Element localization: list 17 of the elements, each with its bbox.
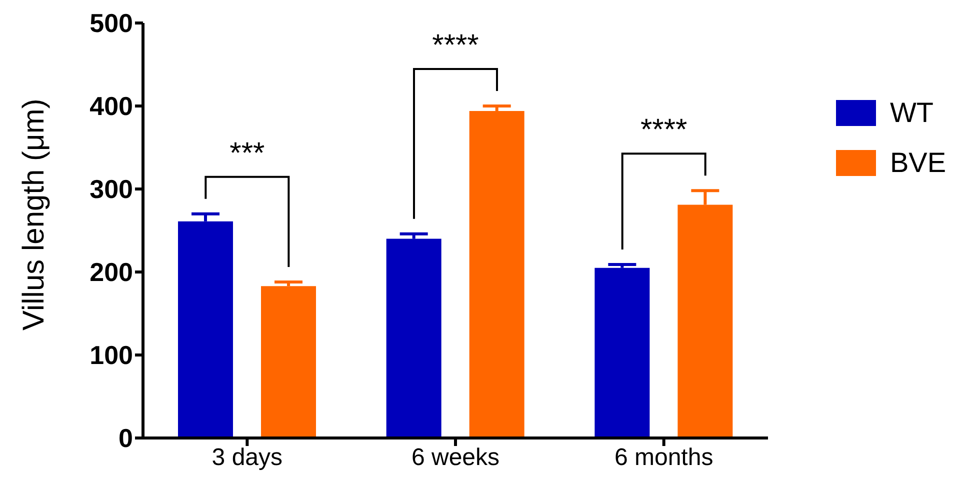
annotation: **** xyxy=(432,29,480,62)
y-tick-label: 500 xyxy=(90,8,133,38)
y-tick-label: 0 xyxy=(118,423,133,454)
x-tick-label: 6 weeks xyxy=(411,444,500,472)
y-tick-label: 400 xyxy=(90,91,133,122)
y-tick-label: 100 xyxy=(90,340,133,370)
y-tick-label: 300 xyxy=(90,174,133,204)
bar xyxy=(594,268,650,438)
annotation: **** xyxy=(640,114,688,147)
x-tick-label: 6 months xyxy=(614,444,714,472)
legend-label: WT xyxy=(890,97,934,129)
x-tick-label: 3 days xyxy=(212,444,283,472)
y-axis-title: Villus length (μm) xyxy=(18,98,51,330)
bar xyxy=(261,286,316,438)
legend-label: BVE xyxy=(890,147,946,179)
y-tick-label: 200 xyxy=(90,257,133,288)
annotation: *** xyxy=(230,136,265,170)
